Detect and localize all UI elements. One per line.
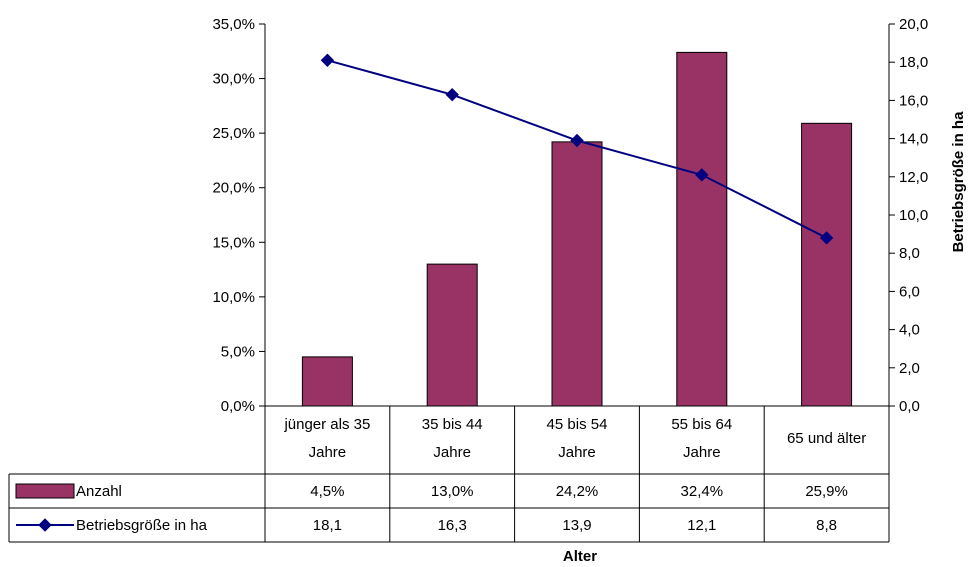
- left-tick-label: 30,0%: [212, 71, 255, 88]
- axes: 0,0% 5,0% 10,0% 15,0% 20,0% 25,0% 30,0% 35,0% 0,…: [212, 16, 928, 415]
- data-table: jünger als 35 Jahre 35 bis 44 Jahre 45 bis 5…: [8, 406, 890, 543]
- left-tick-label: 15,0%: [212, 234, 255, 251]
- right-axis-title: Betriebsgröße in ha: [950, 111, 967, 253]
- legend-label-betriebsgroesse: Betriebsgröße in ha: [76, 517, 208, 534]
- left-tick-label: 0,0%: [221, 398, 255, 415]
- x-axis-title: Alter: [563, 548, 597, 565]
- left-tick-label: 25,0%: [212, 125, 255, 142]
- left-tick-label: 10,0%: [212, 289, 255, 306]
- right-tick-label: 18,0: [899, 54, 928, 71]
- bar: [301, 356, 353, 407]
- table-cell-anzahl: 13,0%: [431, 483, 474, 500]
- table-cell-betriebsgroesse: 13,9: [562, 517, 591, 534]
- category-label-line: Jahre: [433, 444, 471, 461]
- legend-label-anzahl: Anzahl: [76, 483, 122, 500]
- table-cell-anzahl: 25,9%: [805, 483, 848, 500]
- table-cell-betriebsgroesse: 8,8: [816, 517, 837, 534]
- table-cell-anzahl: 32,4%: [681, 483, 724, 500]
- right-tick-label: 10,0: [899, 207, 928, 224]
- right-tick-label: 6,0: [899, 283, 920, 300]
- category-label-line: Jahre: [309, 444, 347, 461]
- right-tick-label: 14,0: [899, 131, 928, 148]
- table-cell-anzahl: 24,2%: [556, 483, 599, 500]
- legend-marker-betriebsgroesse: [38, 518, 52, 532]
- right-tick-label: 12,0: [899, 169, 928, 186]
- category-label-line: jünger als 35: [283, 416, 370, 433]
- bar: [801, 122, 853, 407]
- category-label: 65 und älter: [787, 430, 866, 447]
- left-tick-label: 35,0%: [212, 16, 255, 33]
- table-cell-anzahl: 4,5%: [310, 483, 344, 500]
- table-cell-betriebsgroesse: 18,1: [313, 517, 342, 534]
- line-point: [570, 133, 584, 148]
- legend-swatch-anzahl: [15, 483, 75, 499]
- right-tick-label: 20,0: [899, 16, 928, 33]
- category-label-line: 45 bis 54: [547, 416, 608, 433]
- category-label-line: 35 bis 44: [422, 416, 483, 433]
- table-cell-betriebsgroesse: 16,3: [438, 517, 467, 534]
- left-tick-label: 5,0%: [221, 343, 255, 360]
- line-point: [695, 168, 709, 182]
- category-label-line: Jahre: [558, 444, 596, 461]
- table-cell-betriebsgroesse: 12,1: [687, 517, 716, 534]
- bar: [676, 51, 728, 407]
- right-tick-label: 0,0: [899, 398, 920, 415]
- bar: [551, 141, 603, 407]
- line-point: [819, 231, 834, 245]
- category-label-line: 55 bis 64: [671, 416, 732, 433]
- right-tick-label: 16,0: [899, 92, 928, 109]
- bar-series-anzahl: [301, 51, 853, 407]
- line-point: [445, 87, 459, 102]
- right-tick-label: 2,0: [899, 360, 920, 377]
- line-point: [320, 53, 335, 67]
- right-tick-label: 4,0: [899, 322, 920, 339]
- left-tick-label: 20,0%: [212, 180, 255, 197]
- category-label-line: Jahre: [683, 444, 721, 461]
- right-tick-label: 8,0: [899, 245, 920, 262]
- bar: [426, 263, 478, 407]
- line-series-betriebsgroesse: [320, 53, 834, 245]
